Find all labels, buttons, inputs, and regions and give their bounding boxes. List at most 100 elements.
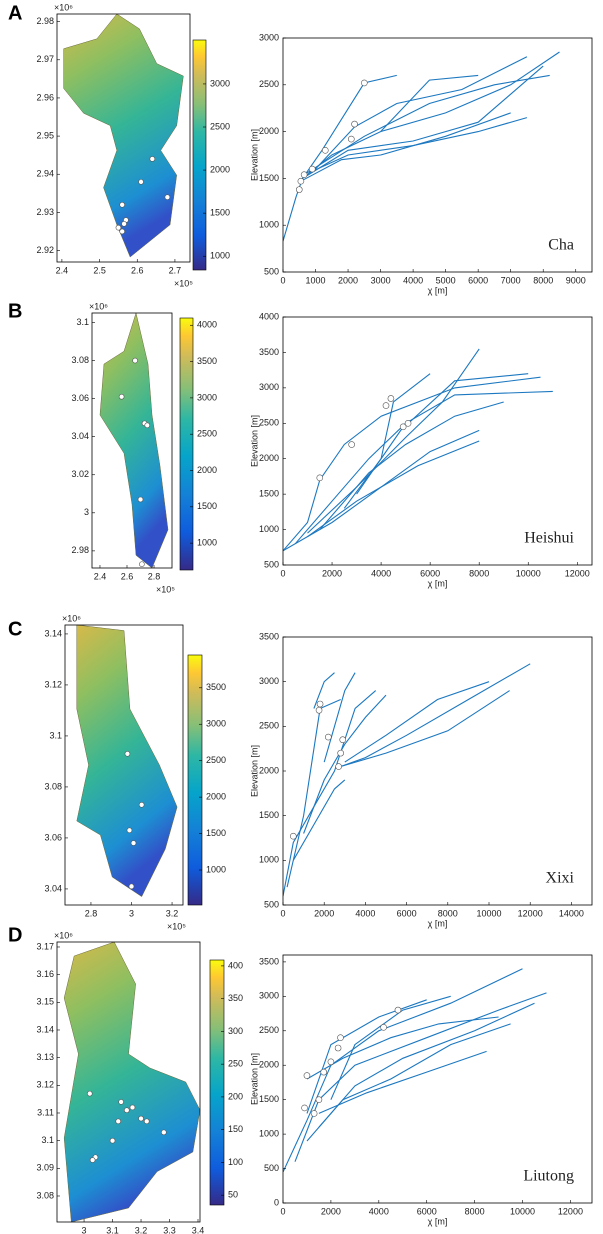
colorbar-tick-label: 3000 <box>210 78 230 88</box>
knickpoint <box>380 1024 387 1031</box>
x-tick-label: 6000 <box>417 1206 437 1216</box>
x-exponent: ×10⁵ <box>167 921 186 931</box>
knickpoint <box>351 120 358 128</box>
colorbar <box>192 39 207 271</box>
site <box>149 156 156 162</box>
stream-profile <box>302 112 511 181</box>
y-tick-label: 1000 <box>259 1128 279 1138</box>
y-axis-label: Elevation [m] <box>249 1053 259 1105</box>
stream-profile <box>303 694 387 834</box>
y-tick-label: 3.11 <box>37 1107 54 1117</box>
stream-profile <box>283 968 523 1173</box>
site <box>138 179 144 185</box>
stream-profile <box>306 999 427 1114</box>
x-tick-label: 2.5 <box>93 265 106 275</box>
y-tick-label: 3.06 <box>44 832 62 842</box>
site <box>86 1090 93 1097</box>
y-tick-label: 3.08 <box>36 1190 54 1200</box>
site <box>121 221 127 227</box>
catchment <box>99 312 169 569</box>
y-tick-label: 2.98 <box>36 16 54 26</box>
y-tick-label: 1500 <box>259 173 279 183</box>
x-tick-label: 10000 <box>516 568 541 578</box>
catchment <box>63 941 201 1223</box>
y-tick-label: 3000 <box>259 991 279 1001</box>
colorbar-tick-label: 400 <box>228 960 243 970</box>
stream-profile <box>318 1050 487 1114</box>
axes-box <box>282 954 593 1204</box>
x-tick-label: 8000 <box>469 568 489 578</box>
stream-profile <box>315 56 528 170</box>
x-tick-label: 2000 <box>322 568 342 578</box>
y-tick-label: 500 <box>264 266 279 276</box>
colorbar <box>179 317 194 571</box>
site <box>109 1137 116 1144</box>
x-tick-label: 3.4 <box>192 1225 205 1234</box>
y-tick-label: 2500 <box>259 721 279 731</box>
colorbar-tick-label: 2500 <box>210 121 230 131</box>
x-tick-label: 0 <box>280 275 285 285</box>
stream-profile <box>340 690 510 768</box>
knickpoint <box>303 1072 311 1079</box>
y-tick-label: 3.12 <box>36 1080 54 1090</box>
y-tick-label: 3.17 <box>36 941 54 951</box>
annotation: Xixi <box>546 870 575 887</box>
knickpoint <box>335 763 342 770</box>
knickpoint <box>289 832 297 840</box>
x-tick-label: 3 <box>82 1225 87 1234</box>
plot-area <box>283 955 592 1203</box>
catchment <box>76 624 178 897</box>
stream-profile <box>294 992 547 1162</box>
annotation: Cha <box>548 237 574 254</box>
site <box>115 224 122 231</box>
colorbar-tick-label: 2000 <box>206 792 226 802</box>
x-tick-label: 2.6 <box>121 571 134 581</box>
annotation: Liutong <box>523 1168 574 1185</box>
knickpoint <box>387 395 395 402</box>
site <box>128 883 135 890</box>
site <box>144 422 151 429</box>
stream-profile <box>344 681 490 763</box>
site <box>130 840 137 846</box>
stream-profile <box>330 995 451 1100</box>
stream-profile <box>292 779 346 861</box>
x-tick-label: 3.3 <box>163 1225 176 1234</box>
stream-profile <box>318 1002 535 1128</box>
x-tick-label: 8000 <box>465 1206 485 1216</box>
x-tick-label: 2000 <box>338 275 358 285</box>
map-axes <box>56 941 201 1223</box>
y-tick-label: 3.14 <box>44 628 62 638</box>
colorbar-tick-label: 3500 <box>197 356 217 366</box>
x-tick-label: 0 <box>280 568 285 578</box>
stream-profile <box>286 698 341 888</box>
y-tick-label: 2000 <box>259 453 279 463</box>
map-axes <box>56 13 191 263</box>
colorbar-tick-label: 1500 <box>206 828 226 838</box>
x-axis-label: χ [m] <box>428 1216 448 1226</box>
knickpoint <box>337 749 344 757</box>
y-tick-label: 1000 <box>259 524 279 534</box>
knickpoint <box>339 736 347 744</box>
knickpoint <box>334 1044 342 1052</box>
x-tick-label: 4000 <box>369 1206 389 1216</box>
site <box>137 496 144 503</box>
site <box>89 1157 96 1163</box>
y-tick-label: 1000 <box>259 855 279 865</box>
x-tick-label: 6000 <box>468 275 488 285</box>
y-tick-label: 1500 <box>259 810 279 820</box>
y-tick-label: 3.08 <box>71 355 89 365</box>
plot-area <box>283 38 592 272</box>
colorbar-tick-label: 350 <box>228 993 243 1003</box>
stream-profile <box>343 373 431 509</box>
y-axis-label: Elevation [m] <box>249 129 259 181</box>
x-tick-label: 7000 <box>501 275 521 285</box>
y-tick-label: 3.1 <box>76 317 89 327</box>
y-tick-label: 2000 <box>259 1060 279 1070</box>
x-tick-label: 2000 <box>314 908 334 918</box>
y-tick-label: 3.1 <box>49 730 62 740</box>
colorbar-tick-label: 2500 <box>197 429 217 439</box>
colorbar-tick-label: 200 <box>228 1091 243 1101</box>
stream-profile <box>305 74 550 175</box>
knickpoint <box>295 186 303 193</box>
knickpoint <box>325 733 332 741</box>
